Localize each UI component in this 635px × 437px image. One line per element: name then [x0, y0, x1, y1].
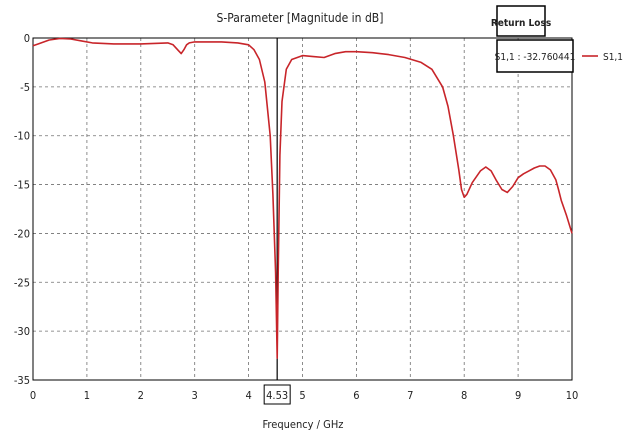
return-loss-title: Return Loss	[491, 18, 551, 29]
legend-label-s11: S1,1	[603, 52, 623, 63]
x-tick-label: 7	[407, 389, 413, 402]
y-tick-label: -20	[14, 227, 30, 240]
y-tick-label: -25	[14, 276, 30, 289]
x-tick-label: 8	[461, 389, 467, 402]
y-tick-label: -30	[14, 325, 30, 338]
x-tick-label: 9	[515, 389, 521, 402]
x-tick-label: 6	[353, 389, 359, 402]
y-tick-label: -10	[14, 130, 30, 143]
y-tick-label: -5	[20, 81, 30, 94]
x-tick-label: 4	[245, 389, 251, 402]
plot-frame	[32, 37, 573, 381]
y-tick-label: -35	[14, 374, 30, 387]
x-tick-label: 5	[299, 389, 305, 402]
marker-x-label: 4.53	[266, 389, 288, 402]
chart-title: S-Parameter [Magnitude in dB]	[217, 11, 384, 25]
return-loss-title-box	[496, 5, 546, 37]
return-loss-value-box	[496, 39, 574, 73]
x-tick-label: 1	[84, 389, 90, 402]
x-axis-label: Frequency / GHz	[263, 418, 344, 431]
tick-labels: 0 1 2 3 4 5 6 7 8 9 10 0 -5 -10 -15 -20 -25 -30 -35	[14, 32, 578, 402]
x-tick-label: 3	[192, 389, 198, 402]
x-tick-label: 2	[138, 389, 144, 402]
y-tick-label: 0	[24, 32, 30, 45]
x-tick-label: 0	[30, 389, 36, 402]
grid-lines	[33, 38, 572, 380]
x-tick-label: 10	[566, 389, 579, 402]
series-line-s11	[32, 37, 573, 359]
return-loss-value: S1,1 : -32.760441	[495, 52, 576, 63]
marker-x-label-box	[263, 384, 291, 405]
y-tick-label: -15	[14, 179, 30, 192]
